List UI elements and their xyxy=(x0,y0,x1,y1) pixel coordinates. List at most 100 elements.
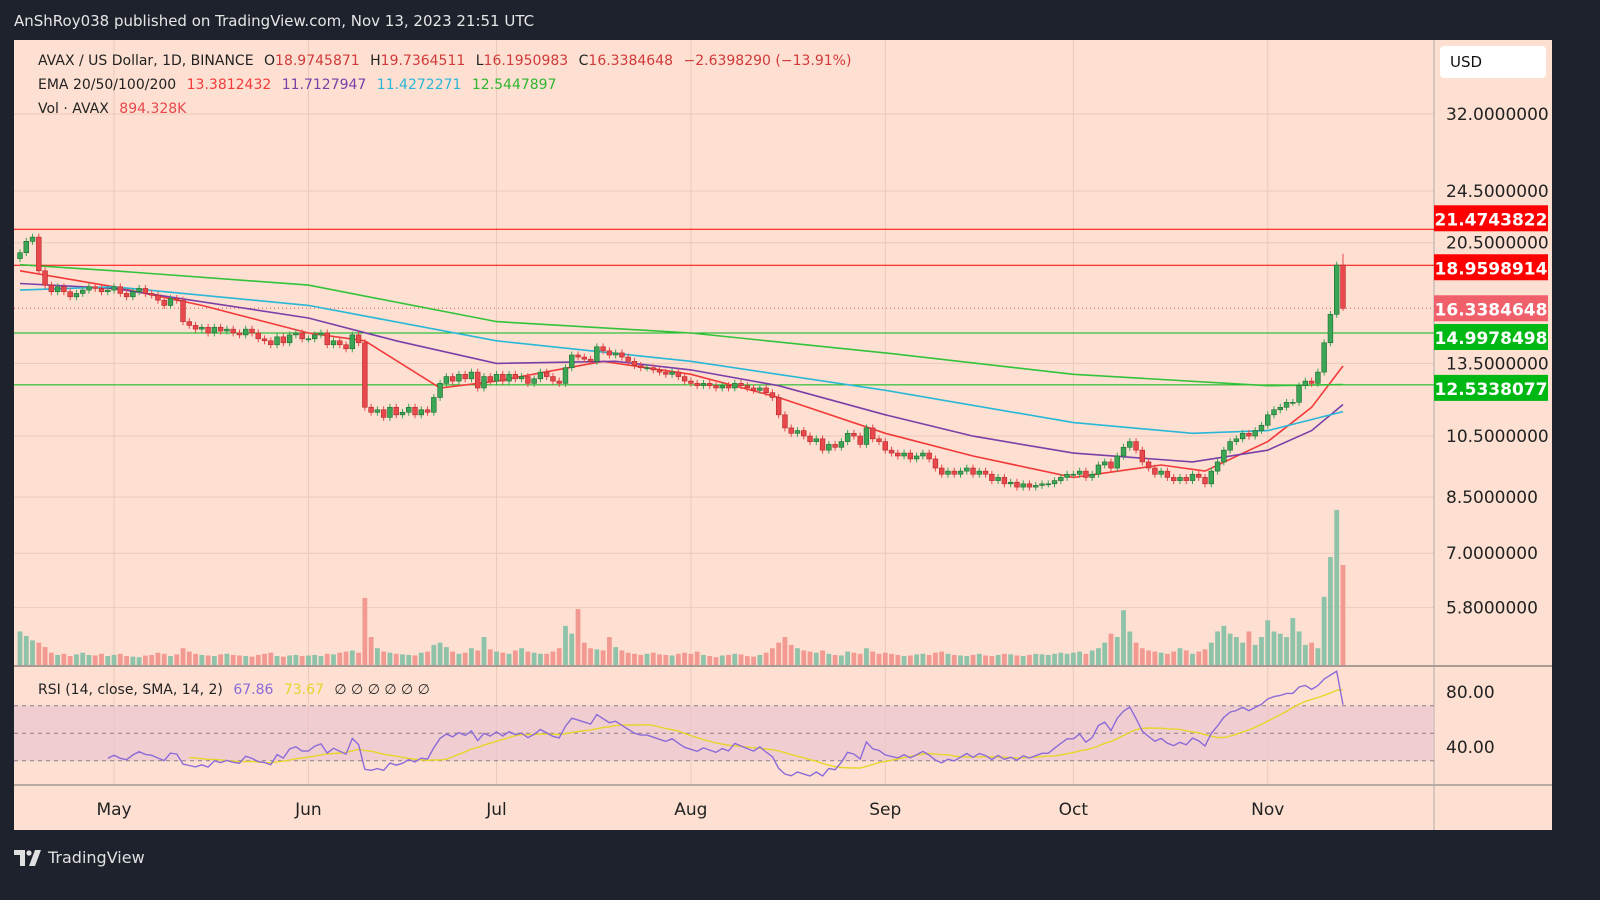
time-tick-label: May xyxy=(96,800,131,820)
volume-bar xyxy=(544,653,550,665)
volume-bar xyxy=(500,652,506,665)
candle xyxy=(1327,310,1334,347)
volume-bar xyxy=(1058,652,1064,665)
volume-bar xyxy=(638,654,644,665)
candle xyxy=(763,384,769,397)
price-tick-label: 8.5000000 xyxy=(1446,488,1538,508)
volume-bar xyxy=(224,653,230,665)
candle-body xyxy=(813,438,819,442)
volume-bar xyxy=(976,653,982,665)
candle xyxy=(500,370,506,385)
candle-body xyxy=(832,444,838,448)
candle xyxy=(1095,461,1102,478)
candle xyxy=(449,373,456,385)
level-price-tag: 12.5338077 xyxy=(1435,380,1548,400)
volume-bar xyxy=(889,653,894,665)
volume-bar xyxy=(274,656,280,665)
price-chart-svg[interactable]: 32.0000000 24.5000000 20.5000000 13.5000000… xyxy=(14,40,1552,830)
volume-bar xyxy=(393,653,399,665)
candle xyxy=(406,403,412,416)
volume-bar xyxy=(506,653,512,665)
footer-brand: TradingView xyxy=(14,848,145,867)
candle-body xyxy=(851,433,857,437)
candle-body xyxy=(938,467,945,475)
candle xyxy=(1246,429,1252,440)
candle-body xyxy=(587,358,594,362)
volume-bar xyxy=(1190,653,1195,665)
volume-bar xyxy=(895,654,901,665)
volume-bar xyxy=(845,651,851,665)
candle xyxy=(1340,253,1346,311)
volume-bar xyxy=(1321,596,1327,665)
candle xyxy=(249,325,255,337)
volume-bar xyxy=(669,655,675,665)
candle-body xyxy=(167,298,174,306)
volume-bar xyxy=(776,642,782,665)
volume-bar xyxy=(1152,651,1158,665)
candle xyxy=(424,406,431,416)
rsi-band xyxy=(14,705,1434,761)
candle-body xyxy=(719,385,725,389)
candle xyxy=(957,467,964,478)
volume-bar xyxy=(1265,620,1271,665)
candle-body xyxy=(180,299,186,322)
volume-bar xyxy=(864,648,869,665)
candle-body xyxy=(211,326,218,334)
candle-body xyxy=(330,340,337,346)
candle xyxy=(1239,429,1246,443)
volume-bar xyxy=(205,655,211,665)
candle xyxy=(349,331,356,353)
candle-body xyxy=(769,392,776,398)
volume-bar xyxy=(180,648,186,665)
candle xyxy=(1265,411,1271,429)
candle-body xyxy=(500,374,506,382)
candle xyxy=(1221,446,1227,466)
candle xyxy=(945,467,951,478)
candle-body xyxy=(186,321,192,326)
candle xyxy=(750,384,757,394)
volume-bar xyxy=(763,652,769,665)
volume-bar xyxy=(1008,654,1014,665)
candle xyxy=(493,370,500,385)
volume-bar xyxy=(983,655,988,665)
candle-body xyxy=(700,383,707,386)
volume-bar xyxy=(1290,618,1296,665)
volume-bar xyxy=(337,652,343,665)
volume-bar xyxy=(826,653,832,665)
volume-bar xyxy=(575,609,581,665)
volume-bar xyxy=(1196,651,1202,665)
candle-body xyxy=(1089,473,1095,478)
volume-bar xyxy=(1171,651,1177,665)
candle-body xyxy=(1177,477,1183,481)
currency-button[interactable]: USD xyxy=(1440,46,1546,78)
candle xyxy=(694,379,700,390)
time-tick-label: Jul xyxy=(485,800,507,820)
chart-area[interactable]: 32.0000000 24.5000000 20.5000000 13.5000000… xyxy=(14,40,1552,830)
candle xyxy=(318,329,324,339)
candle xyxy=(305,335,312,343)
candle-body xyxy=(550,376,556,382)
volume-bar xyxy=(531,652,537,665)
volume-bar xyxy=(588,648,593,665)
volume-bar xyxy=(331,654,336,665)
candle xyxy=(1308,377,1315,387)
candle-body xyxy=(1239,433,1246,440)
candle-body xyxy=(412,406,418,416)
volume-bar xyxy=(312,654,318,665)
candle-body xyxy=(788,427,794,434)
rsi-label: RSI (14, close, SMA, 14, 2) xyxy=(38,682,223,698)
time-tick-label: Aug xyxy=(674,800,707,820)
candle-body xyxy=(606,350,613,356)
candle-body xyxy=(67,291,73,298)
volume-bar xyxy=(870,651,876,665)
volume-bar xyxy=(387,652,393,665)
volume-bar xyxy=(494,651,499,665)
candle xyxy=(1271,406,1277,419)
level-price-tag: 14.9978498 xyxy=(1435,329,1548,349)
volume-bar xyxy=(293,654,299,665)
candle-body xyxy=(130,291,136,298)
candle-body xyxy=(142,288,149,294)
candle xyxy=(1290,398,1296,406)
candle-body xyxy=(1283,402,1290,408)
change-value: −2.6398290 (−13.91%) xyxy=(683,53,852,69)
